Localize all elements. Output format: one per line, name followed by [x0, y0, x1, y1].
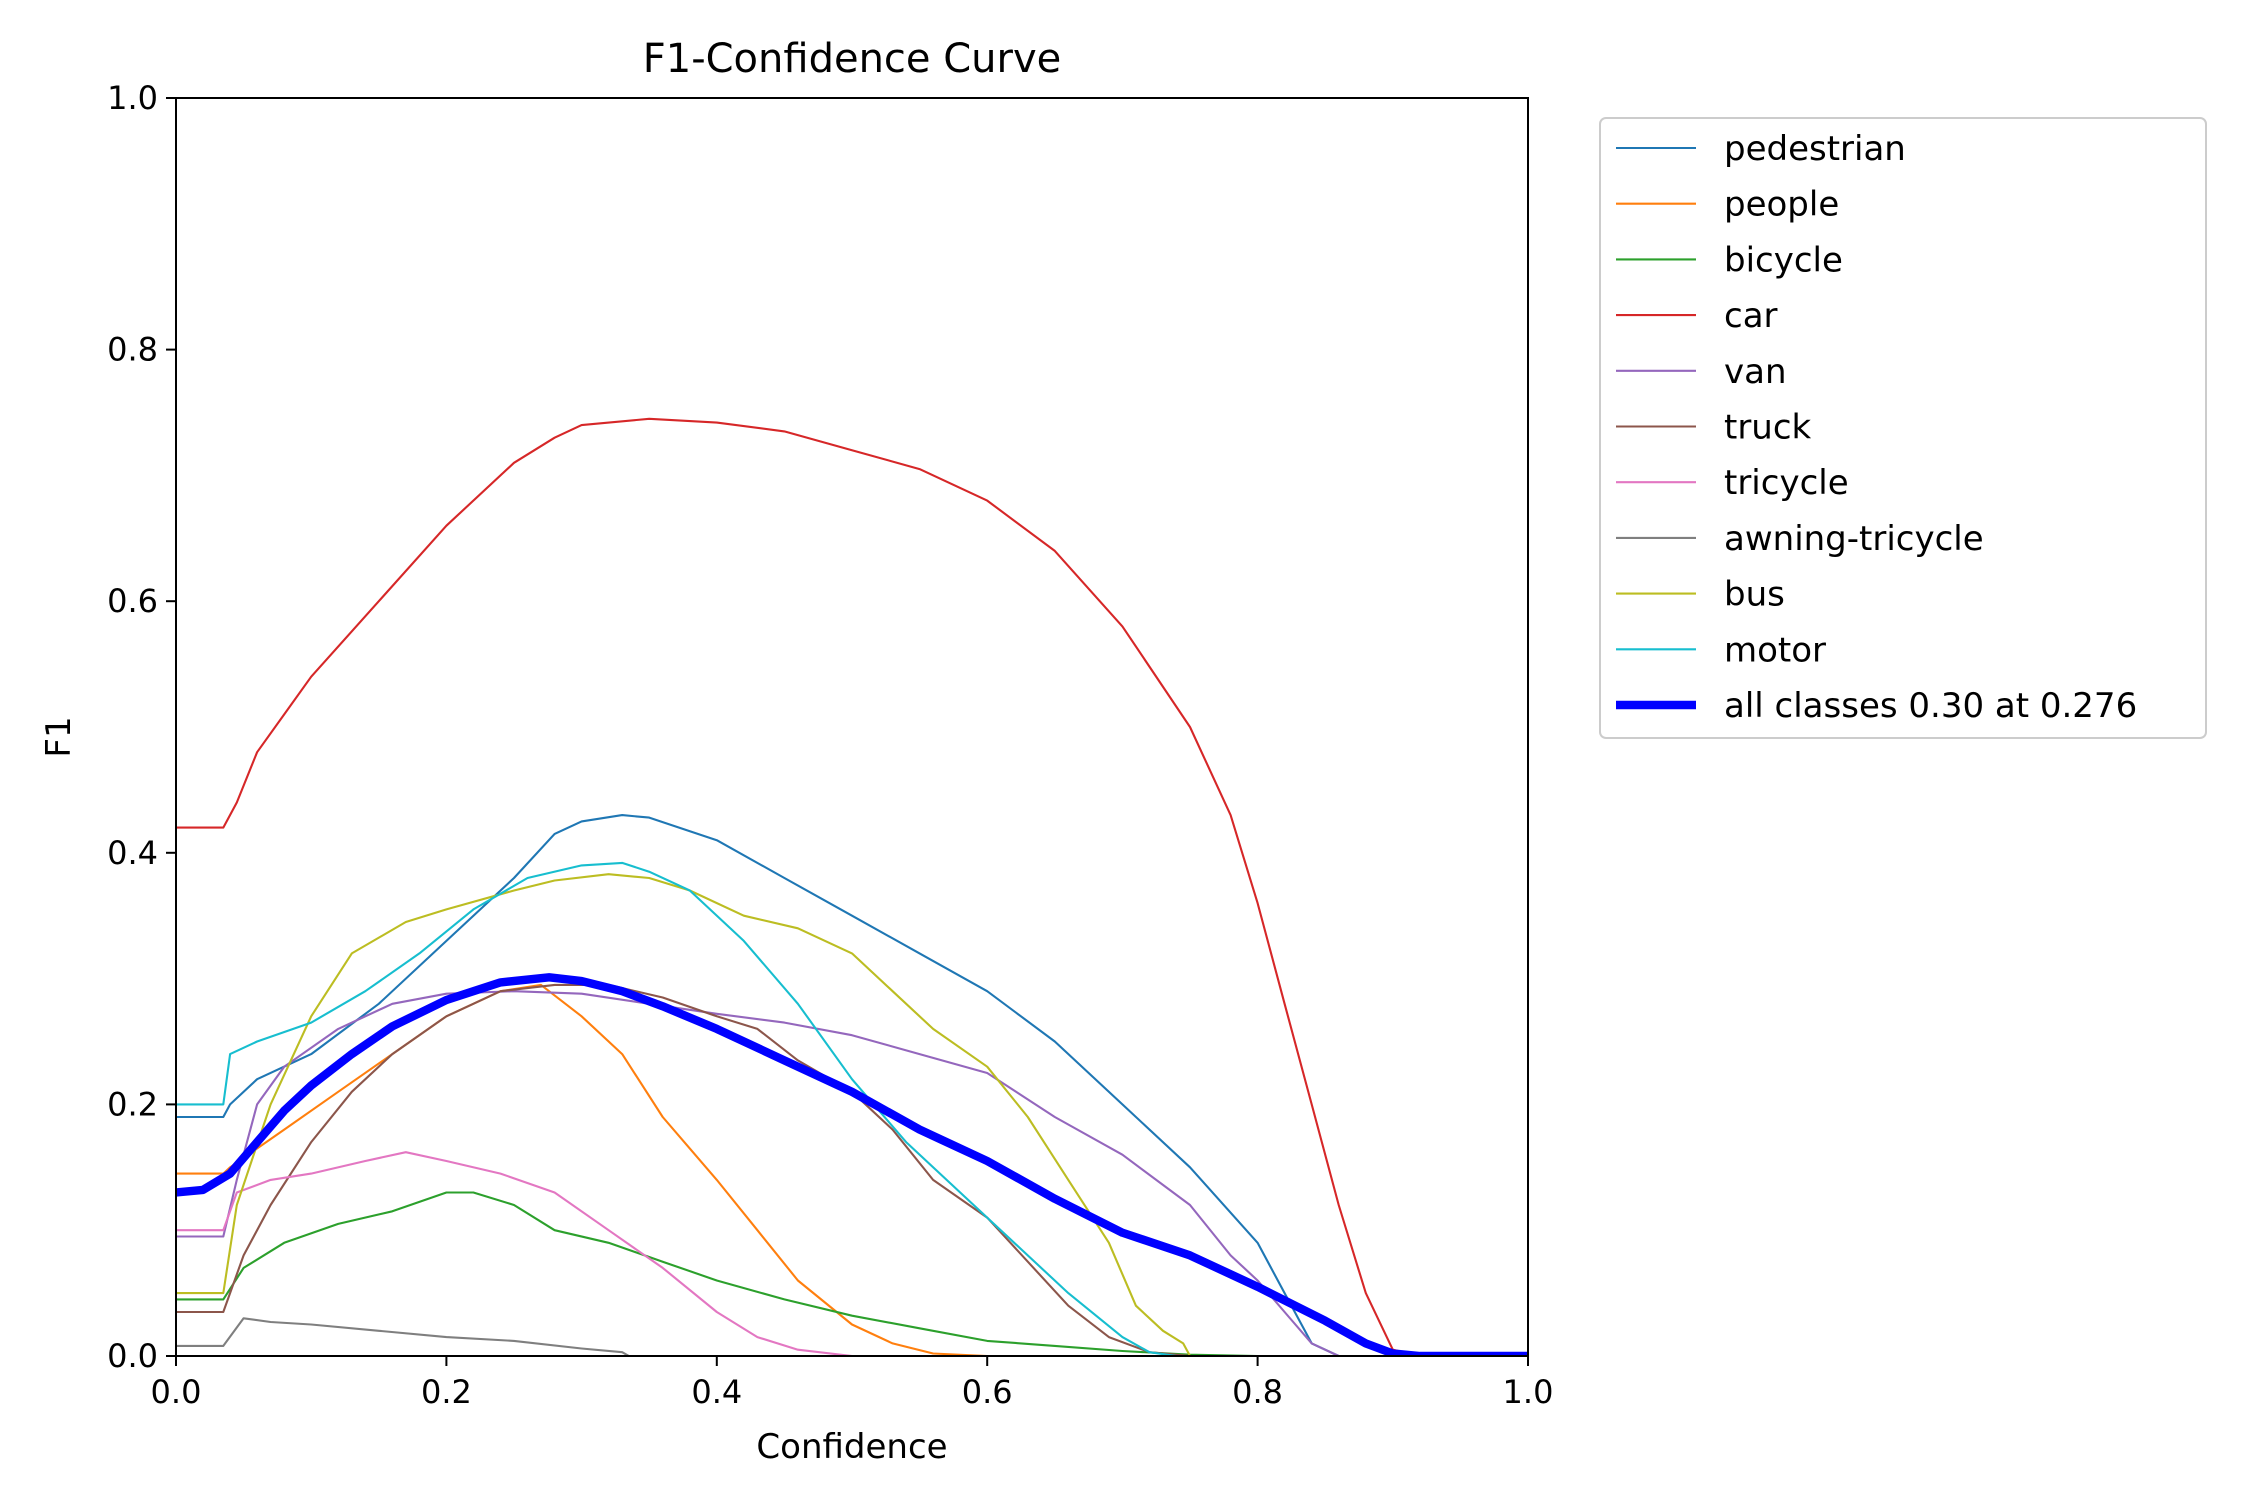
y-tick-label: 0.2: [107, 1085, 158, 1123]
chart-title: F1-Confidence Curve: [643, 36, 1062, 82]
x-tick-label: 0.6: [962, 1373, 1013, 1411]
series-line-all-classes-0-30-at-0-276: [176, 973, 1528, 1356]
x-axis-label: Confidence: [756, 1427, 947, 1467]
series-line-awning-tricycle: [176, 1317, 1528, 1356]
series-line-motor: [176, 861, 1528, 1356]
legend-label-bicycle: bicycle: [1724, 240, 1843, 280]
legend-label-car: car: [1724, 296, 1778, 336]
x-tick-label: 0.2: [421, 1373, 472, 1411]
legend-label-bus: bus: [1724, 575, 1785, 615]
series-line-car: [176, 417, 1528, 1356]
legend-label-van: van: [1724, 352, 1787, 392]
legend-label-tricycle: tricycle: [1724, 463, 1849, 503]
legend-label-truck: truck: [1724, 408, 1812, 448]
legend-label-pedestrian: pedestrian: [1724, 129, 1906, 169]
series-line-tricycle: [176, 1151, 1528, 1356]
legend-box: [1599, 117, 2207, 739]
x-tick-label: 0.0: [151, 1373, 202, 1411]
x-tick-label: 0.4: [691, 1373, 742, 1411]
series-line-truck: [176, 983, 1528, 1356]
legend-label-people: people: [1724, 185, 1839, 225]
y-tick-label: 0.8: [107, 331, 158, 369]
series-line-people: [176, 983, 1528, 1356]
y-tick-label: 1.0: [107, 79, 158, 117]
x-tick-label: 0.8: [1232, 1373, 1283, 1411]
series-layer: [176, 417, 1528, 1356]
legend-label-motor: motor: [1724, 630, 1826, 670]
legend-label-all-classes-0-30-at-0-276: all classes 0.30 at 0.276: [1724, 686, 2137, 726]
plot-frame: [175, 97, 1529, 1357]
series-line-bicycle: [176, 1191, 1528, 1356]
series-line-van: [176, 990, 1528, 1356]
legend: pedestrian people bicycle car van truck tricyc…: [1599, 117, 2207, 739]
x-tick-label: 1.0: [1503, 1373, 1554, 1411]
series-line-pedestrian: [176, 814, 1528, 1356]
legend-label-awning-tricycle: awning-tricycle: [1724, 519, 1984, 559]
y-tick-label: 0.0: [107, 1337, 158, 1375]
y-axis-label: F1: [39, 716, 79, 757]
series-line-bus: [176, 873, 1528, 1356]
y-tick-label: 0.4: [107, 834, 158, 872]
y-tick-label: 0.6: [107, 582, 158, 620]
ticks-layer: 0.0 0.2 0.4 0.6 0.8 1.0 0.0 0.2 0.4 0.6 0.8 1.0: [107, 79, 1553, 1411]
